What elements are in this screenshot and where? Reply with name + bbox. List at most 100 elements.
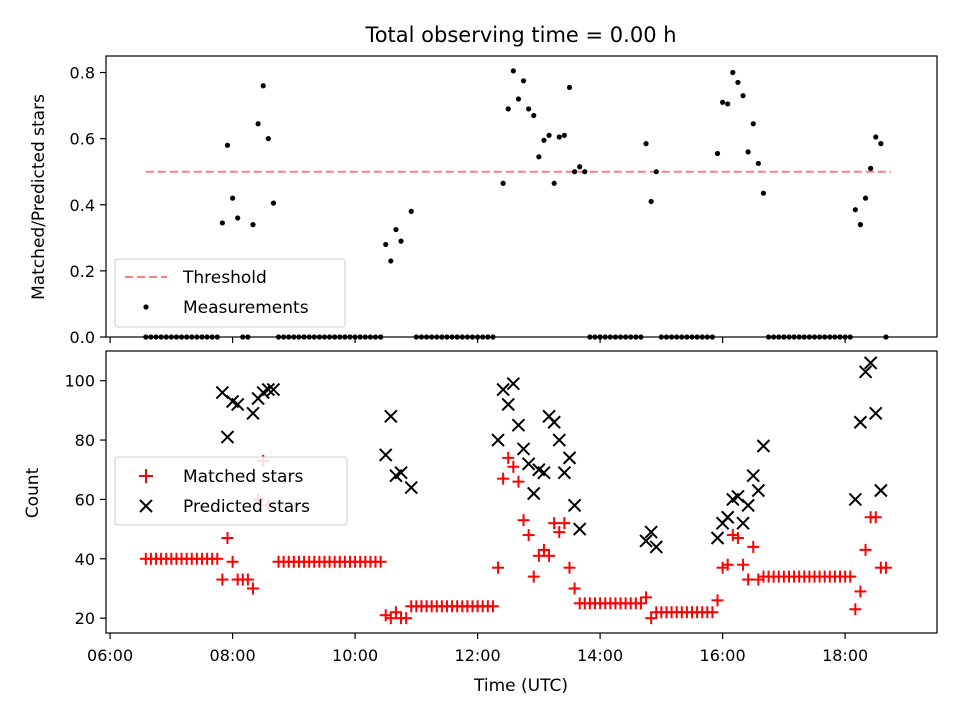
matched-star-point	[216, 573, 229, 586]
measurements-legend-label: Measurements	[183, 298, 309, 318]
bottom-x-tick-label: 06:00	[87, 646, 133, 665]
predicted-star-point	[741, 498, 755, 513]
bottom-y-ticks: 20 40 60 80 100	[64, 372, 106, 628]
matched-star-point	[634, 597, 647, 610]
top-y-tick-label: 0.0	[70, 328, 95, 347]
predicted-star-point	[394, 465, 408, 480]
measurement-point	[730, 69, 736, 76]
measurement-point	[714, 150, 721, 157]
measurement-point	[577, 164, 583, 170]
measurement-point	[643, 141, 649, 147]
predicted-star-point	[511, 418, 526, 432]
predicted-star-point	[848, 492, 863, 507]
bottom-legend: Matched stars Predicted stars	[114, 456, 348, 526]
predicted-star-point	[639, 534, 653, 548]
predicted-star-point	[547, 415, 561, 429]
matched-star-point	[869, 511, 882, 524]
predicted-stars-legend-label: Predicted stars	[183, 497, 310, 517]
bottom-y-axis-label: Count	[23, 467, 43, 518]
measurement-point	[219, 220, 225, 226]
matched-star-point	[726, 529, 739, 542]
top-panel: 0.00.20.40.60.8 Matched/Predicted stars …	[29, 55, 938, 347]
matched-star-point	[400, 612, 413, 625]
top-legend: Threshold Measurements	[114, 258, 346, 328]
predicted-star-point	[521, 457, 536, 471]
measurement-point	[857, 222, 864, 228]
measurement-point	[745, 149, 751, 155]
predicted-star-point	[721, 510, 735, 524]
matched-star-point	[553, 526, 566, 539]
matched-star-point	[512, 475, 525, 488]
predicted-star-point	[736, 516, 750, 530]
predicted-star-point	[557, 465, 572, 480]
matched-star-point	[384, 612, 397, 625]
measurement-point	[541, 137, 547, 143]
measurement-point	[862, 195, 869, 201]
bottom-axes-frame	[105, 350, 938, 634]
matched-star-point	[492, 561, 505, 574]
matched-star-point	[706, 606, 719, 619]
predicted-star-point	[567, 498, 582, 513]
matched-star-point	[563, 561, 576, 574]
top-y-ticks: 0.0 0.2 0.4 0.6 0.8	[70, 64, 106, 347]
measurement-point	[408, 208, 414, 214]
matched-star-point	[410, 600, 423, 613]
measurement-point	[750, 121, 756, 127]
measurement-point	[260, 83, 266, 89]
bottom-y-tick-label: 60	[75, 490, 95, 509]
bottom-x-axis-label: Time (UTC)	[473, 676, 568, 696]
predicted-star-point	[220, 430, 235, 444]
measurement-point	[250, 222, 256, 228]
matched-star-point	[737, 558, 750, 571]
measurement-point	[255, 121, 261, 127]
measurement-point	[740, 93, 746, 99]
matched-star-point	[211, 552, 224, 565]
measurement-point	[224, 142, 231, 148]
measurement-point	[505, 106, 511, 112]
bottom-y-tick-label: 20	[75, 609, 95, 628]
measurement-point	[235, 215, 241, 221]
matched-star-point	[573, 597, 586, 610]
predicted-star-point	[853, 415, 868, 429]
matched-star-point	[226, 555, 239, 568]
measurement-point	[229, 195, 236, 201]
matched-star-point	[247, 582, 260, 595]
bottom-y-tick-label: 80	[75, 431, 95, 450]
predicted-star-point	[644, 525, 658, 539]
bottom-x-tick-label: 12:00	[455, 646, 501, 665]
predicted-star-point	[261, 382, 276, 397]
predicted-star-point	[246, 406, 260, 421]
matched-star-point	[711, 594, 724, 607]
top-data-marks	[143, 68, 892, 340]
measurement-point	[566, 84, 573, 91]
bottom-x-tick-label: 16:00	[700, 646, 746, 665]
top-legend-box	[114, 258, 346, 328]
measurement-point	[720, 99, 726, 105]
matched-star-point	[731, 532, 744, 545]
matched-star-point	[879, 561, 892, 574]
bottom-x-tick-label: 10:00	[332, 646, 378, 665]
measurement-point	[383, 241, 389, 248]
measurement-point	[571, 169, 578, 175]
matched-star-point	[241, 573, 254, 586]
measurement-point	[270, 200, 277, 206]
predicted-star-point	[384, 409, 398, 424]
bottom-x-tick-label: 08:00	[210, 646, 256, 665]
measurement-point	[755, 160, 761, 167]
matched-star-point	[379, 609, 392, 622]
bottom-panel: 20 40 60 80 100 06:00 08:00 10:00 12:00 14:00 16:…	[23, 350, 938, 696]
measurement-point	[265, 136, 271, 142]
matched-star-point	[716, 561, 729, 574]
matched-star-point	[527, 570, 540, 583]
figure-title: Total observing time = 0.00 h	[364, 23, 676, 47]
top-y-tick-label: 0.8	[70, 64, 95, 83]
measurement-point	[500, 180, 506, 186]
predicted-stars-legend-swatch	[139, 499, 153, 513]
predicted-star-point	[751, 483, 766, 498]
predicted-star-point	[710, 531, 725, 545]
matched-star-point	[568, 582, 581, 595]
predicted-star-point	[863, 356, 878, 370]
matched-star-point	[221, 532, 234, 545]
measurement-point	[388, 258, 394, 264]
matched-star-point	[532, 549, 545, 562]
